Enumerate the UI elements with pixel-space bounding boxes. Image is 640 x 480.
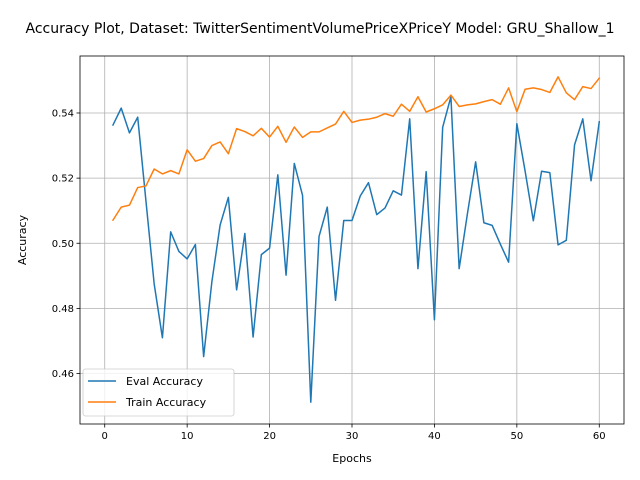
chart-title: Accuracy Plot, Dataset: TwitterSentiment… [26,21,615,37]
x-tick-label: 0 [102,431,108,442]
x-tick-label: 50 [510,431,523,442]
y-tick-label: 0.52 [52,174,74,185]
y-axis: 0.46 0.48 0.50 0.52 0.54 [52,108,80,380]
legend: Eval Accuracy Train Accuracy [82,368,235,417]
legend-label: Eval Accuracy [126,375,203,388]
grid-lines [80,56,624,424]
series-line-train-accuracy [111,76,601,222]
y-tick-label: 0.48 [52,304,74,315]
x-tick-label: 20 [263,431,276,442]
series-lines [111,76,601,403]
y-tick-label: 0.46 [52,369,74,380]
legend-box [82,368,235,417]
y-tick-label: 0.50 [52,239,74,250]
x-tick-label: 60 [593,431,606,442]
legend-label: Train Accuracy [125,396,207,409]
x-tick-label: 40 [428,431,441,442]
series-line-eval-accuracy [111,95,601,403]
x-tick-label: 30 [346,431,359,442]
y-axis-label: Accuracy [16,214,29,265]
x-axis: 0 10 20 30 40 50 60 [102,424,606,442]
x-axis-label: Epochs [332,452,372,465]
y-tick-label: 0.54 [52,108,74,119]
x-tick-label: 10 [181,431,194,442]
